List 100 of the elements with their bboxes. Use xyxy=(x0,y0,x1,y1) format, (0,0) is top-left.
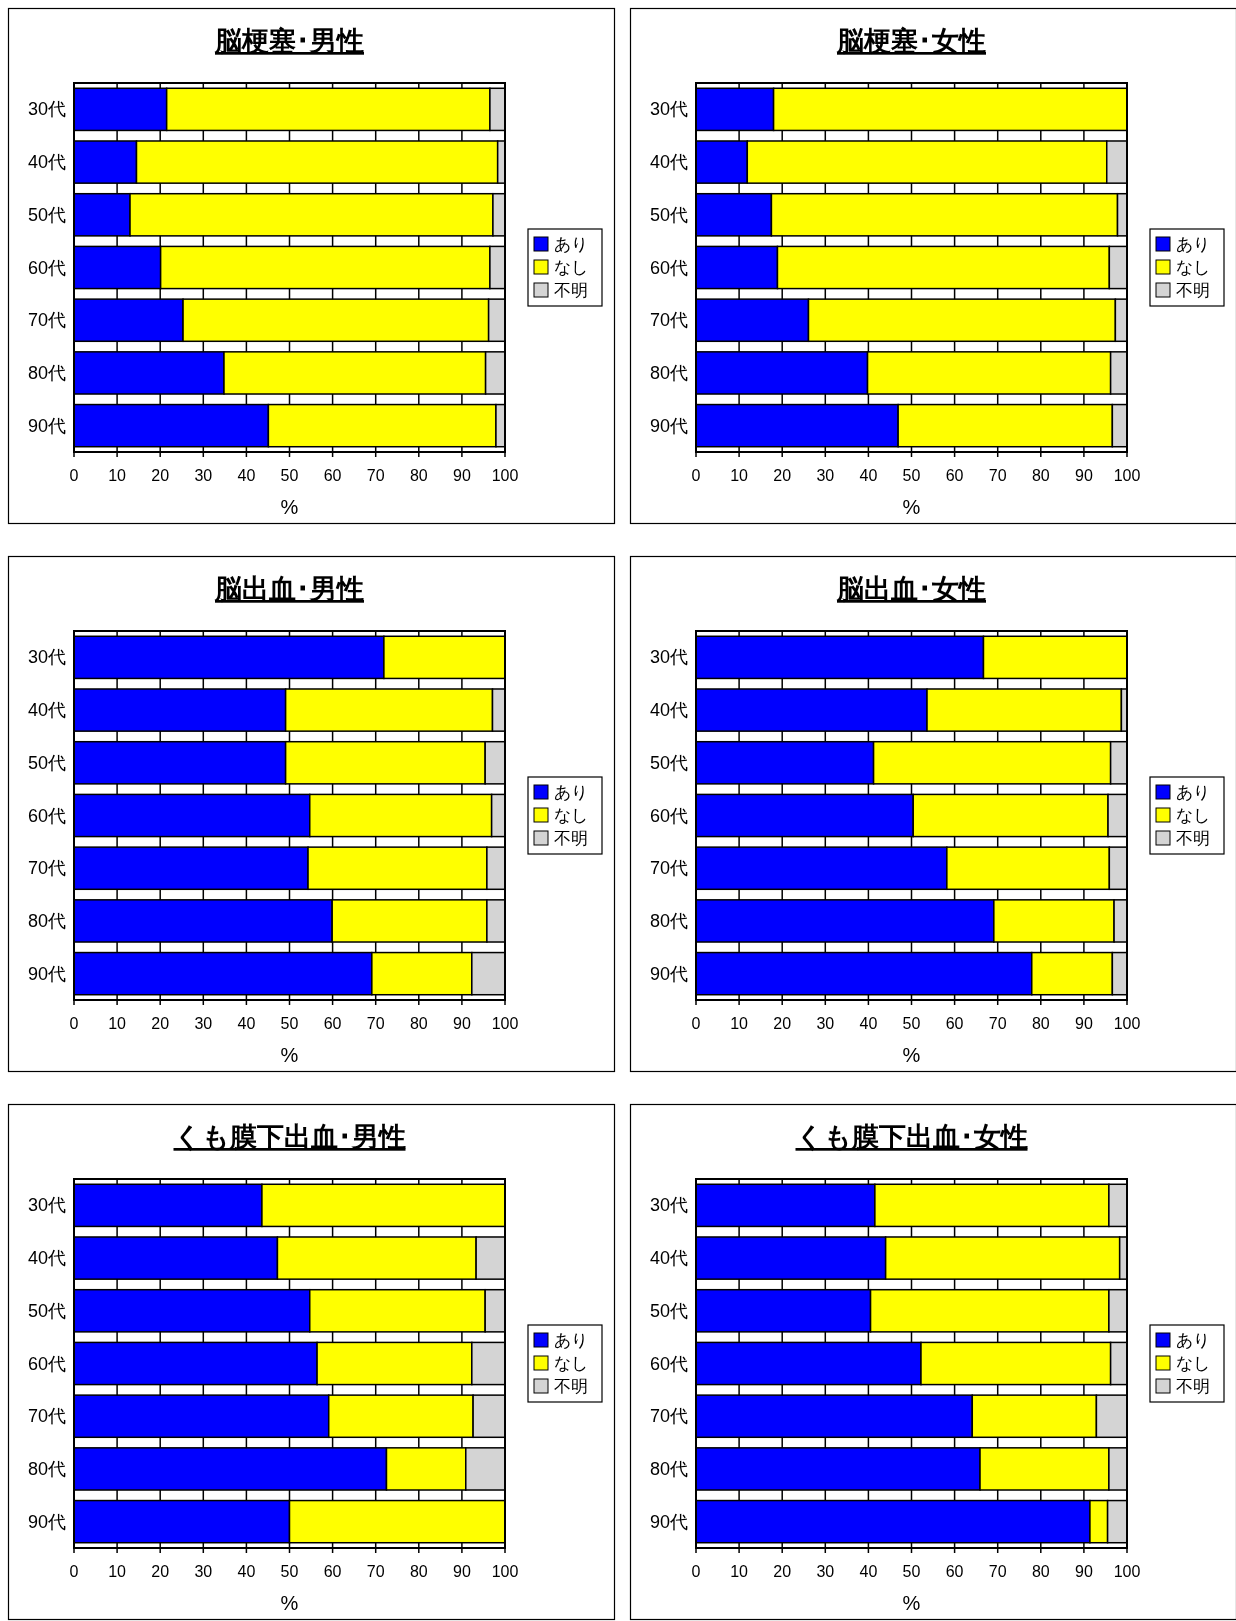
xtick: 100 xyxy=(1113,467,1141,484)
title: くも膜下出血･女性 xyxy=(795,1122,1028,1152)
xtick: 10 xyxy=(730,1015,748,1032)
xtick: 60 xyxy=(323,467,342,484)
xtick: 60 xyxy=(945,1563,964,1580)
ytick: 70代 xyxy=(27,1406,66,1427)
ytick: 40代 xyxy=(649,152,688,173)
xtick: 100 xyxy=(491,467,519,484)
ytick: 40代 xyxy=(27,152,66,173)
xtick: 90 xyxy=(1075,467,1093,484)
ytick: 80代 xyxy=(649,910,688,931)
xtick: 30 xyxy=(194,1015,213,1032)
xtick: 90 xyxy=(453,467,471,484)
xtick: 0 xyxy=(691,1563,701,1580)
xtick: 40 xyxy=(859,1015,878,1032)
ytick: 40代 xyxy=(649,1248,688,1269)
ytick: 60代 xyxy=(649,805,688,826)
xtick: 30 xyxy=(816,467,835,484)
xtick: 0 xyxy=(69,467,79,484)
xtick: 20 xyxy=(151,1563,170,1580)
xtick: 0 xyxy=(69,1563,79,1580)
xtick: 50 xyxy=(280,1015,299,1032)
ytick: 70代 xyxy=(649,858,688,879)
legend-text: なし xyxy=(1176,258,1210,277)
ytick: 30代 xyxy=(27,647,66,668)
legend-text: あり xyxy=(554,235,588,254)
legend-text: なし xyxy=(1176,806,1210,825)
ytick: 50代 xyxy=(27,752,66,773)
title: くも膜下出血･男性 xyxy=(173,1122,406,1152)
xlabel: % xyxy=(280,1044,299,1066)
xtick: 40 xyxy=(859,1563,878,1580)
xtick: 60 xyxy=(945,1015,964,1032)
ytick: 60代 xyxy=(649,257,688,278)
xtick: 100 xyxy=(1113,1015,1141,1032)
xtick: 30 xyxy=(816,1015,835,1032)
xtick: 40 xyxy=(237,1015,256,1032)
xtick: 90 xyxy=(1075,1563,1093,1580)
legend-text: あり xyxy=(554,1331,588,1350)
ytick: 30代 xyxy=(649,99,688,120)
legend-text: なし xyxy=(554,258,588,277)
xtick: 30 xyxy=(194,1563,213,1580)
ytick: 90代 xyxy=(649,1511,688,1532)
xtick: 80 xyxy=(1031,1563,1050,1580)
ytick: 50代 xyxy=(649,204,688,225)
xtick: 30 xyxy=(194,467,213,484)
legend-text: 不明 xyxy=(1176,1377,1210,1396)
xtick: 80 xyxy=(409,467,428,484)
ytick: 50代 xyxy=(27,1300,66,1321)
xtick: 60 xyxy=(945,467,964,484)
ytick: 70代 xyxy=(649,310,688,331)
legend-text: あり xyxy=(1176,783,1210,802)
legend-text: 不明 xyxy=(1176,281,1210,300)
xtick: 80 xyxy=(409,1015,428,1032)
ytick: 30代 xyxy=(649,1195,688,1216)
xtick: 20 xyxy=(773,467,792,484)
legend-text: あり xyxy=(1176,1331,1210,1350)
xtick: 0 xyxy=(69,1015,79,1032)
ytick: 30代 xyxy=(649,647,688,668)
xtick: 70 xyxy=(988,1015,1007,1032)
xtick: 20 xyxy=(151,1015,170,1032)
ytick: 90代 xyxy=(27,1511,66,1532)
xtick: 70 xyxy=(366,1563,385,1580)
xtick: 80 xyxy=(1031,467,1050,484)
ytick: 70代 xyxy=(27,310,66,331)
xtick: 20 xyxy=(773,1015,792,1032)
ytick: 60代 xyxy=(649,1353,688,1374)
xtick: 70 xyxy=(988,467,1007,484)
xlabel: % xyxy=(902,496,921,518)
xtick: 10 xyxy=(108,1015,126,1032)
xtick: 90 xyxy=(453,1015,471,1032)
ytick: 50代 xyxy=(27,204,66,225)
xtick: 70 xyxy=(366,467,385,484)
xtick: 40 xyxy=(237,467,256,484)
xtick: 70 xyxy=(988,1563,1007,1580)
xtick: 100 xyxy=(491,1563,519,1580)
xtick: 10 xyxy=(108,467,126,484)
xtick: 30 xyxy=(816,1563,835,1580)
title: 脳梗塞･女性 xyxy=(837,26,986,56)
xlabel: % xyxy=(902,1592,921,1614)
xtick: 50 xyxy=(902,467,921,484)
legend-text: 不明 xyxy=(554,1377,588,1396)
ytick: 60代 xyxy=(27,805,66,826)
xtick: 50 xyxy=(902,1563,921,1580)
ytick: 30代 xyxy=(27,1195,66,1216)
xtick: 50 xyxy=(280,1563,299,1580)
ytick: 70代 xyxy=(649,1406,688,1427)
ytick: 80代 xyxy=(649,362,688,383)
xtick: 10 xyxy=(108,1563,126,1580)
xtick: 80 xyxy=(409,1563,428,1580)
xtick: 70 xyxy=(366,1015,385,1032)
ytick: 40代 xyxy=(649,700,688,721)
title: 脳出血･女性 xyxy=(837,574,986,604)
legend-text: なし xyxy=(554,1354,588,1373)
xtick: 80 xyxy=(1031,1015,1050,1032)
ytick: 90代 xyxy=(27,963,66,984)
ytick: 90代 xyxy=(27,415,66,436)
ytick: 30代 xyxy=(27,99,66,120)
legend-text: あり xyxy=(1176,235,1210,254)
xtick: 90 xyxy=(1075,1015,1093,1032)
xtick: 50 xyxy=(902,1015,921,1032)
